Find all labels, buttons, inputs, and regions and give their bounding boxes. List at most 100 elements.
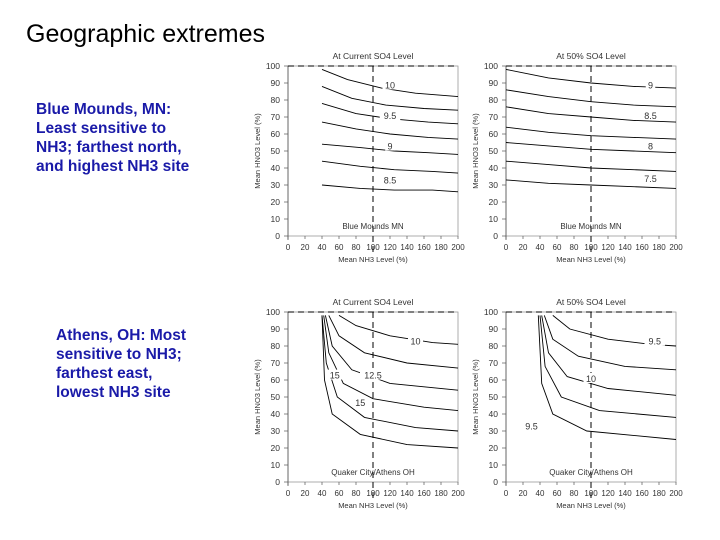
contour-label: 10 (410, 337, 420, 347)
y-tick-label: 70 (271, 358, 281, 368)
contour-label: 15 (355, 398, 365, 408)
y-tick-label: 30 (271, 180, 281, 190)
y-tick-label: 20 (489, 197, 499, 207)
contour-label-bg (644, 335, 665, 346)
x-tick-label: 160 (417, 489, 431, 498)
x-tick-label: 180 (434, 489, 448, 498)
athens-note: Athens, OH: Most sensitive to NH3; farth… (56, 327, 187, 401)
y-tick-label: 40 (489, 409, 499, 419)
contour-label-bg (379, 174, 401, 185)
contour-line (328, 315, 459, 369)
y-tick-label: 0 (493, 231, 498, 241)
x-tick-label: 160 (635, 489, 649, 498)
y-tick-label: 80 (271, 95, 281, 105)
contour-line (321, 160, 459, 174)
x-tick-label: 140 (618, 489, 632, 498)
contour-label-bg (521, 420, 542, 431)
contour-chart-blue-mounds-current: At Current SO4 Level01020304050607080901… (253, 51, 465, 264)
x-tick-label: 40 (536, 243, 545, 252)
contour-line (321, 184, 459, 193)
y-tick-label: 70 (489, 358, 499, 368)
contour-line (505, 126, 677, 140)
x-tick-label: 60 (553, 489, 562, 498)
x-tick-label: 80 (352, 243, 361, 252)
y-tick-label: 60 (489, 375, 499, 385)
x-axis-label: Mean NH3 Level (%) (338, 501, 408, 510)
y-tick-label: 90 (489, 324, 499, 334)
y-tick-label: 70 (271, 112, 281, 122)
contour-label-bg (408, 335, 423, 346)
contour-label-bg (327, 369, 343, 380)
contour-label: 9.5 (648, 337, 661, 347)
x-tick-label: 200 (451, 243, 465, 252)
x-tick-label: 0 (504, 489, 509, 498)
x-axis-label: Mean NH3 Level (%) (338, 255, 408, 264)
x-tick-label: 40 (318, 243, 327, 252)
y-tick-label: 10 (271, 460, 281, 470)
x-tick-label: 120 (601, 243, 615, 252)
contour-line (324, 315, 459, 391)
y-tick-label: 60 (271, 375, 281, 385)
x-tick-label: 200 (669, 243, 683, 252)
x-tick-label: 40 (318, 489, 327, 498)
contour-label-bg (645, 79, 656, 90)
contour-line (338, 315, 459, 345)
x-tick-label: 140 (618, 243, 632, 252)
contour-label-bg (379, 110, 401, 120)
y-tick-label: 100 (484, 61, 498, 71)
contour-label: 9 (387, 142, 392, 152)
contour-label: 8 (648, 142, 653, 152)
y-tick-label: 100 (484, 307, 498, 317)
y-tick-label: 30 (489, 180, 499, 190)
contour-chart-athens-current: At Current SO4 Level 0 10 20 30 40 50 60 70 80 90 1… (253, 297, 465, 510)
site-label: Blue Mounds MN (342, 222, 404, 231)
y-tick-label: 40 (271, 409, 281, 419)
contour-line (505, 179, 677, 189)
y-tick-label: 50 (489, 392, 499, 402)
chart-title: At Current SO4 Level (333, 51, 414, 61)
x-tick-label: 40 (536, 489, 545, 498)
x-tick-label: 120 (601, 489, 615, 498)
y-tick-label: 70 (489, 112, 499, 122)
y-tick-label: 0 (493, 477, 498, 487)
y-tick-label: 50 (271, 392, 281, 402)
contour-label: 9.5 (384, 111, 397, 121)
y-tick-label: 20 (271, 443, 281, 453)
contour-label-bg (640, 110, 661, 120)
contour-label-bg (385, 140, 395, 151)
y-tick-label: 50 (489, 146, 499, 156)
y-tick-label: 90 (271, 78, 281, 88)
x-tick-label: 20 (519, 489, 528, 498)
x-tick-label: 120 (383, 489, 397, 498)
contour-label-bg (583, 373, 599, 383)
contour-label-bg (352, 396, 368, 407)
contour-label: 7.5 (644, 174, 657, 184)
y-tick-label: 50 (271, 146, 281, 156)
site-label: Blue Mounds MN (560, 222, 622, 231)
y-tick-label: 80 (271, 341, 281, 351)
y-tick-label: 10 (489, 460, 499, 470)
contour-label: 12.5 (364, 371, 382, 381)
contour-label-bg (360, 369, 386, 380)
x-tick-label: 60 (553, 243, 562, 252)
blue-mounds-note: Blue Mounds, MN: Least sensitive to NH3;… (36, 101, 190, 175)
x-tick-label: 180 (652, 489, 666, 498)
x-tick-label: 20 (301, 489, 310, 498)
contour-label: 10 (586, 374, 596, 384)
contour-label: 8.5 (644, 111, 657, 121)
contour-line (323, 315, 459, 412)
y-tick-label: 20 (489, 443, 499, 453)
chart-title: At Current SO4 Level (333, 297, 414, 307)
x-tick-label: 200 (451, 489, 465, 498)
x-tick-label: 0 (286, 243, 291, 252)
y-tick-label: 40 (271, 163, 281, 173)
x-axis-label: Mean NH3 Level (%) (556, 501, 626, 510)
site-label: Quaker City/Athens OH (549, 468, 633, 477)
site-label: Quaker City/Athens OH (331, 468, 415, 477)
y-tick-label: 90 (271, 324, 281, 334)
y-axis-label: Mean HNO3 Level (%) (471, 113, 480, 189)
x-tick-label: 80 (570, 243, 579, 252)
contour-line (541, 315, 677, 396)
contour-line (321, 315, 459, 449)
y-tick-label: 80 (489, 95, 499, 105)
